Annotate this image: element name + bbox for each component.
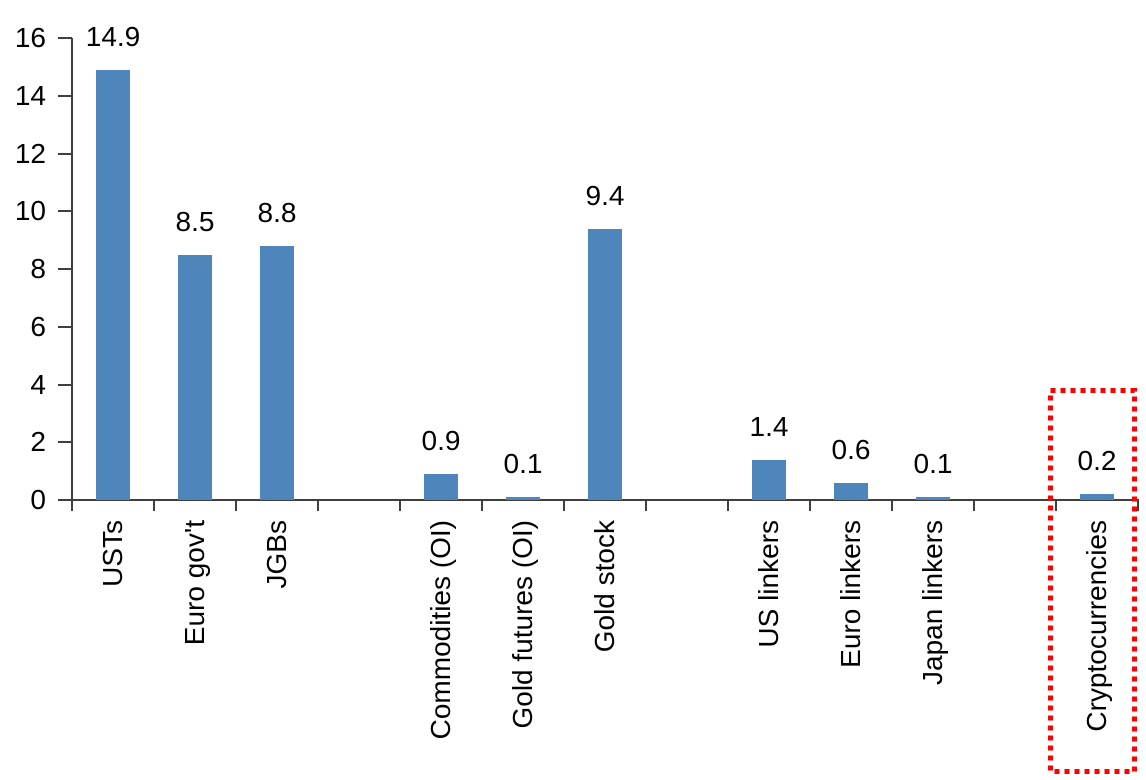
category-label: Commodities (OI)	[425, 520, 456, 740]
category-label: Gold stock	[589, 520, 620, 653]
y-axis-tick-label: 10	[14, 195, 46, 227]
bar-value-label: 8.8	[257, 196, 297, 228]
y-axis-tick	[58, 441, 72, 444]
y-axis-tick-label: 0	[30, 484, 46, 515]
bar	[178, 254, 212, 500]
y-axis-tick-label: 14	[14, 79, 46, 111]
y-axis-tick	[58, 383, 72, 386]
y-axis-tick-label: 16	[14, 22, 46, 53]
bar	[588, 228, 622, 500]
y-axis-tick	[58, 210, 72, 213]
x-axis-tick	[71, 500, 73, 511]
x-axis-tick	[891, 500, 893, 511]
bar	[260, 245, 294, 500]
bar	[424, 474, 458, 500]
y-axis-tick-label: 4	[30, 368, 46, 400]
bar-value-label: 0.1	[503, 448, 543, 480]
y-axis-tick-label: 12	[14, 137, 46, 169]
bar-value-label: 8.5	[175, 205, 215, 237]
category-label: Japan linkers	[917, 520, 948, 685]
y-axis-tick-label: 8	[30, 253, 46, 284]
category-label: Gold futures (OI)	[507, 520, 538, 729]
y-axis-tick-label: 2	[30, 426, 46, 458]
category-label: JGBs	[261, 520, 292, 589]
bar	[96, 69, 130, 500]
y-axis-line	[71, 38, 73, 500]
x-axis-tick	[1137, 500, 1139, 511]
x-axis-tick	[235, 500, 237, 511]
x-axis-tick	[153, 500, 155, 511]
x-axis-tick	[809, 500, 811, 511]
y-axis-tick	[58, 37, 72, 39]
x-axis-tick	[563, 500, 565, 511]
x-axis-tick	[645, 500, 647, 511]
y-axis-tick	[58, 499, 72, 501]
bar-value-label: 0.6	[831, 433, 871, 465]
bar-value-label: 0.2	[1077, 445, 1117, 477]
x-axis-tick	[727, 500, 729, 511]
y-axis-tick-label: 6	[30, 310, 46, 342]
x-axis-tick	[481, 500, 483, 511]
y-axis-tick	[58, 268, 72, 270]
bar	[916, 497, 950, 500]
x-axis-tick	[973, 500, 975, 511]
y-axis-tick	[58, 94, 72, 97]
y-axis-tick	[58, 325, 72, 328]
category-label: Euro linkers	[835, 520, 866, 668]
category-label: USTs	[97, 520, 128, 587]
bar	[506, 497, 540, 500]
bar-value-label: 0.9	[421, 425, 461, 456]
bar	[834, 482, 868, 500]
bar-value-label: 14.9	[85, 20, 141, 52]
bar	[752, 459, 786, 500]
x-axis-line	[71, 499, 1139, 501]
category-label: Euro gov't	[179, 520, 210, 646]
bar-value-label: 1.4	[749, 410, 789, 442]
category-label: US linkers	[753, 520, 784, 648]
x-axis-tick	[399, 500, 401, 511]
x-axis-tick	[317, 500, 319, 511]
category-label: Cryptocurrencies	[1081, 520, 1112, 732]
bar-value-label: 9.4	[585, 179, 625, 211]
x-axis-tick	[1055, 500, 1057, 511]
bar-value-label: 0.1	[913, 448, 953, 480]
bar	[1080, 494, 1114, 500]
y-axis-tick	[58, 152, 72, 155]
